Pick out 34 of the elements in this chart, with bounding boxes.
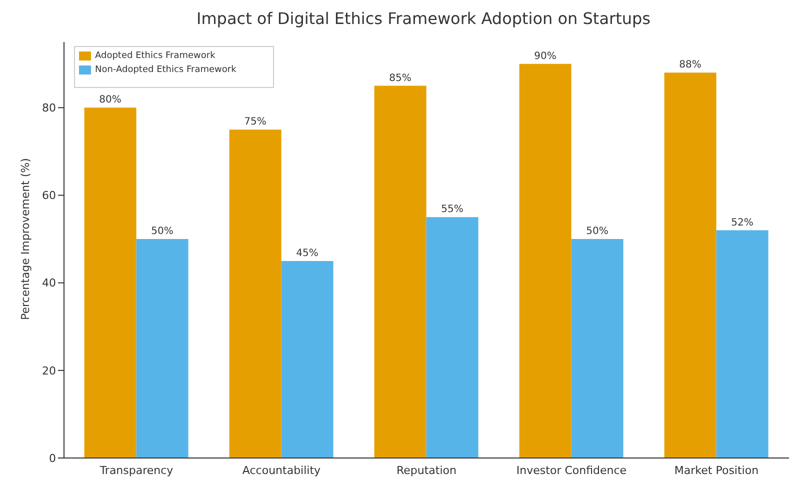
- y-tick-label: 0: [49, 452, 56, 465]
- x-tick-label: Accountability: [242, 464, 322, 477]
- data-label: 45%: [296, 248, 318, 259]
- bar: [374, 86, 426, 458]
- bar: [716, 230, 768, 458]
- y-tick-label: 20: [42, 364, 56, 378]
- bar: [281, 260, 334, 458]
- bar: [571, 239, 624, 458]
- bar: [519, 64, 572, 458]
- data-label: 52%: [731, 217, 754, 228]
- bar: [229, 130, 282, 458]
- x-tick-label: Transparency: [98, 464, 174, 477]
- data-label: 88%: [679, 60, 702, 71]
- legend-label: Adopted Ethics Framework: [95, 51, 216, 61]
- data-label: 50%: [586, 226, 608, 238]
- data-label: 85%: [389, 72, 412, 84]
- x-tick-label: Market Position: [674, 464, 759, 477]
- y-tick-label: 40: [42, 276, 56, 290]
- bar: [426, 217, 478, 458]
- data-label: 90%: [534, 50, 556, 62]
- bar: [664, 72, 716, 458]
- y-tick-label: 80: [42, 102, 56, 115]
- data-label: 55%: [441, 204, 464, 216]
- data-label: 50%: [151, 226, 174, 238]
- data-label: 80%: [99, 94, 122, 106]
- legend-label: Non-Adopted Ethics Framework: [95, 65, 236, 75]
- x-tick-label: Reputation: [396, 464, 457, 477]
- bar: [136, 239, 188, 458]
- data-label: 75%: [244, 116, 266, 128]
- y-tick-label: 60: [42, 189, 56, 202]
- chart-title: Impact of Digital Ethics Framework Adoption on Startups: [196, 8, 652, 30]
- y-axis-title: Percentage Improvement (%): [18, 158, 32, 320]
- x-tick-label: Investor Confidence: [516, 464, 627, 477]
- bar: [84, 108, 136, 458]
